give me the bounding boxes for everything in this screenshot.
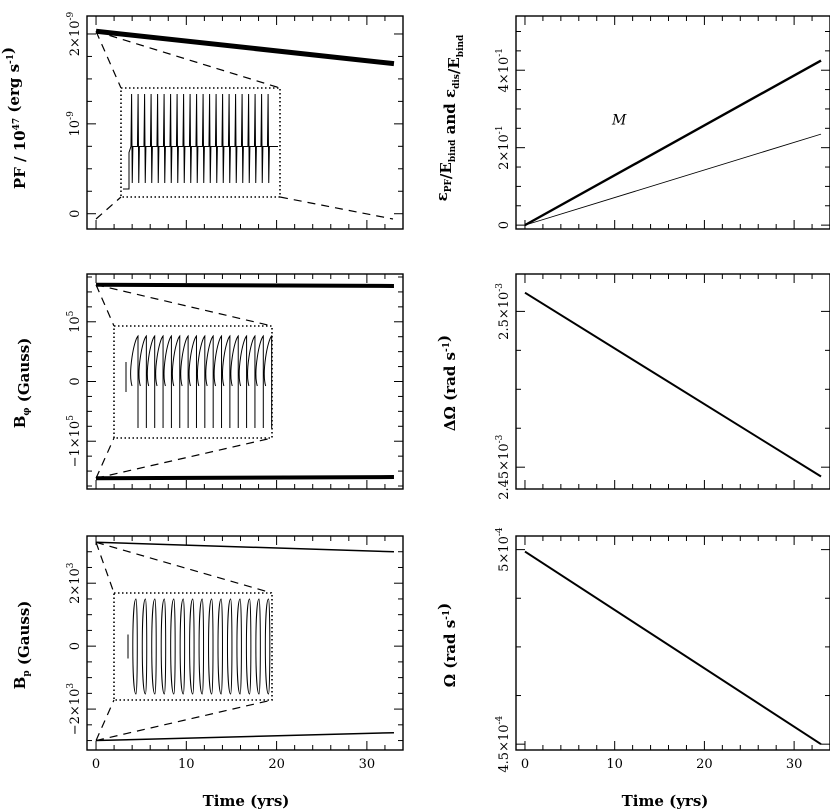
y-tick-label: 0 bbox=[68, 377, 83, 385]
x-tick-label: 20 bbox=[696, 757, 713, 772]
plot-frame bbox=[515, 273, 830, 490]
inset-frame bbox=[113, 592, 273, 701]
y-tick-label: 4×10-1 bbox=[495, 48, 512, 93]
zoom-connector bbox=[95, 196, 122, 220]
series-line bbox=[524, 550, 822, 746]
ylabel-eps: εPF/Ebind and εdis/Ebind bbox=[433, 34, 466, 201]
y-tick-label: 2.45×10-3 bbox=[495, 434, 512, 499]
x-tick-label: 30 bbox=[359, 757, 376, 772]
y-tick-label: −1×105 bbox=[66, 415, 83, 468]
panel-pf: PF / 1047 (erg s-1) 0 10-9 2×10-9 bbox=[0, 11, 404, 230]
zoom-connector bbox=[95, 284, 273, 327]
y-tick-label: 2×10-1 bbox=[495, 125, 512, 170]
series-line bbox=[96, 731, 394, 742]
zoom-connector bbox=[95, 437, 273, 479]
series-line bbox=[96, 475, 394, 481]
plot-frame bbox=[86, 15, 404, 230]
panel-bphi: Bφ (Gauss) −1×105 0 105 bbox=[11, 273, 404, 490]
inset-frame bbox=[120, 87, 281, 198]
ylabel-bp: Bp (Gauss) bbox=[11, 601, 33, 690]
plot-frame bbox=[515, 535, 830, 751]
inset-series bbox=[127, 598, 271, 695]
y-tick-label: 0 bbox=[497, 221, 512, 229]
annotation: M bbox=[611, 112, 627, 128]
y-tick-label: 0 bbox=[68, 210, 83, 218]
inset-series bbox=[123, 93, 278, 190]
zoom-connector bbox=[95, 699, 273, 742]
x-tick-label: 30 bbox=[786, 757, 803, 772]
zoom-connector bbox=[95, 437, 115, 479]
inset-frame bbox=[113, 325, 273, 439]
zoom-connector bbox=[95, 542, 115, 594]
x-tick-label: 10 bbox=[606, 757, 623, 772]
x-tick-label: 0 bbox=[521, 757, 529, 772]
zoom-connector bbox=[95, 284, 115, 327]
series-line bbox=[96, 541, 394, 553]
series-line bbox=[96, 282, 394, 288]
plot-frame bbox=[86, 535, 404, 751]
zoom-connector bbox=[95, 30, 281, 89]
y-tick-label: 105 bbox=[66, 310, 83, 333]
y-tick-label: 2.5×10-3 bbox=[495, 283, 512, 340]
ylabel-bphi: Bφ (Gauss) bbox=[11, 338, 33, 429]
series-line bbox=[524, 291, 822, 478]
plot-frame bbox=[515, 15, 830, 230]
zoom-connector bbox=[95, 541, 273, 594]
zoom-connector bbox=[279, 196, 394, 220]
y-tick-label: 5×10-4 bbox=[495, 527, 512, 572]
y-tick-label: 4.5×10-4 bbox=[495, 715, 512, 772]
panel-eps: εPF/Ebind and εdis/Ebind 0 2×10-1 4×10-1 M bbox=[433, 15, 830, 230]
series-line bbox=[524, 59, 822, 227]
y-tick-label: 10-9 bbox=[66, 111, 83, 137]
zoom-connector bbox=[95, 699, 115, 741]
x-tick-label: 20 bbox=[268, 757, 285, 772]
series-line bbox=[95, 28, 395, 67]
zoom-connector bbox=[95, 31, 122, 89]
x-tick-label: 0 bbox=[92, 757, 100, 772]
xlabel-bp: Time (yrs) bbox=[203, 792, 290, 810]
panel-domega: ΔΩ (rad s-1) 2.45×10-3 2.5×10-3 bbox=[435, 273, 830, 500]
ylabel-pf: PF / 1047 (erg s-1) bbox=[0, 47, 29, 189]
y-tick-label: 0 bbox=[68, 642, 83, 650]
panel-omega: Ω (rad s-1) Time (yrs) 0 10 20 30 4.5×10-4 5×… bbox=[435, 527, 830, 810]
y-tick-label: 2×10-9 bbox=[66, 11, 83, 56]
x-tick-label: 10 bbox=[178, 757, 195, 772]
y-tick-label: 2×103 bbox=[66, 562, 83, 604]
inset-series bbox=[125, 334, 273, 428]
ylabel-omega: Ω (rad s-1) bbox=[435, 603, 459, 688]
y-tick-label: −2×103 bbox=[66, 683, 83, 736]
series-line bbox=[524, 133, 822, 226]
panel-bp: Bp (Gauss) Time (yrs) 0 10 20 30 −2×103 0 2×10… bbox=[11, 535, 404, 810]
ylabel-domega: ΔΩ (rad s-1) bbox=[435, 335, 459, 431]
xlabel-omega: Time (yrs) bbox=[622, 792, 709, 810]
